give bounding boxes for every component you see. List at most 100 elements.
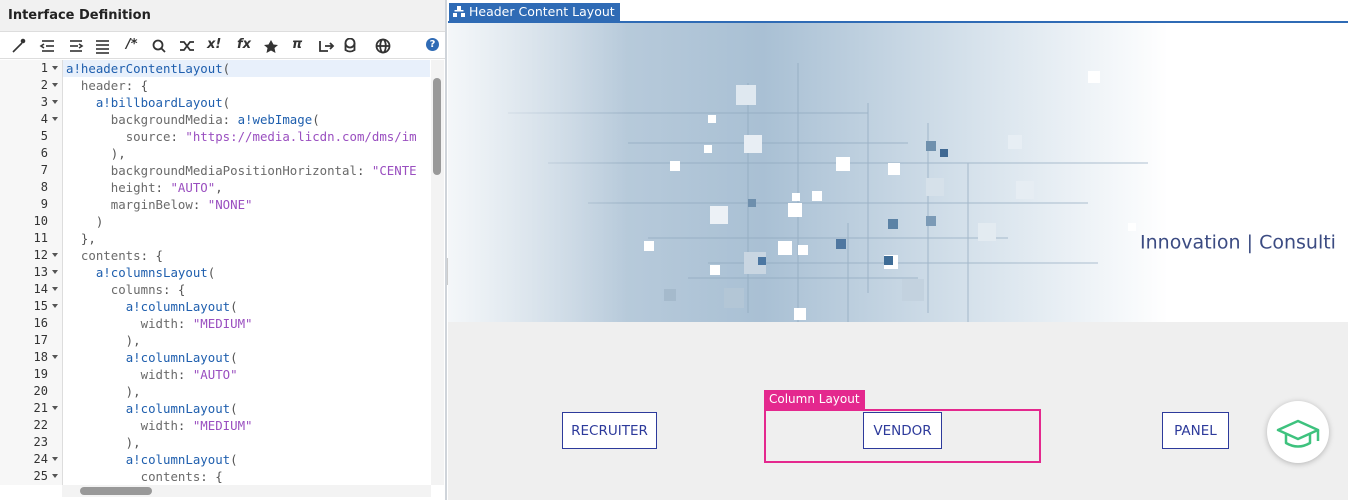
code-line: a!billboardLayout( [95,95,231,110]
code-line: contents: { [140,469,223,484]
gutter-row: 8 [0,179,62,196]
fold-toggle[interactable] [52,406,58,410]
gutter-row: 3 [0,94,62,111]
preview-tab[interactable]: Header Content Layout [449,3,620,21]
line-number: 23 [33,435,48,449]
code-line: width: "AUTO" [140,367,238,382]
code-line: a!columnsLayout( [95,265,216,280]
line-number: 24 [33,452,48,466]
gutter-row: 7 [0,162,62,179]
line-number: 19 [33,367,48,381]
code-line: ), [66,146,126,161]
line-number: 9 [40,197,48,211]
fold-toggle[interactable] [52,457,58,461]
gutter-row: 17 [0,332,62,349]
gutter-row: 2 [0,77,62,94]
code-line: ), [66,384,141,399]
line-number: 4 [40,112,48,126]
fold-toggle[interactable] [52,304,58,308]
line-number: 22 [33,418,48,432]
scroll-thumb[interactable] [433,78,441,175]
code-line: ) [66,214,104,229]
code-line: width: "MEDIUM" [140,316,253,331]
gutter-row: 20 [0,383,62,400]
code-line: width: "MEDIUM" [140,418,253,433]
gutter-row: 12 [0,247,62,264]
gutter-row: 22 [0,417,62,434]
gutter-row: 11 [0,230,62,247]
fold-toggle[interactable] [52,83,58,87]
code-line: a!columnLayout( [125,452,238,467]
toolbar-button[interactable]: x! [207,37,222,52]
fold-toggle[interactable] [52,270,58,274]
fold-toggle[interactable] [52,474,58,478]
line-number: 1 [40,61,48,75]
toolbar: /* x! fx π? [0,33,445,59]
gutter-row: 24 [0,451,62,468]
fold-toggle[interactable] [52,287,58,291]
scroll-thumb[interactable] [80,487,152,495]
column-layout-label: Column Layout [764,390,865,409]
code-line: contents: { [80,248,163,263]
tab-label: Header Content Layout [469,4,615,19]
tab-bar [448,0,1348,23]
button[interactable]: RECRUITER [562,412,657,449]
code-line: header: { [80,78,149,93]
code-line: backgroundMedia: a!webImage( [110,112,320,127]
v-scrollbar[interactable] [431,60,444,485]
line-number: 11 [33,231,48,245]
help-bot[interactable] [1267,401,1329,463]
toolbar-button[interactable]: /* [126,37,138,52]
gutter-row: 23 [0,434,62,451]
code-line: ), [66,435,141,450]
code-line: a!columnLayout( [125,401,238,416]
gutter-row: 21 [0,400,62,417]
line-number: 21 [33,401,48,415]
gutter-row: 10 [0,213,62,230]
gutter-row: 6 [0,145,62,162]
toolbar-icons[interactable] [10,38,120,54]
column-layout-outline[interactable] [764,409,1041,463]
line-number: 17 [33,333,48,347]
line-number: 14 [33,282,48,296]
banner: Innovation | Consulti [448,23,1348,322]
grad-cap-icon [1276,419,1320,448]
active-line [63,60,430,77]
gutter-row: 19 [0,366,62,383]
code-lines: 1 a!headerContentLayout( 2 header: { 3 a!bi… [0,60,430,485]
code-line: a!columnLayout( [125,350,238,365]
toolbar-button[interactable]: fx [237,37,252,52]
fold-toggle[interactable] [52,355,58,359]
code-line: ), [66,333,141,348]
editor-title: Interface Definition [0,0,445,32]
toolbar-button[interactable]: π [292,37,303,52]
code-line: a!columnLayout( [125,299,238,314]
h-scrollbar[interactable] [62,485,431,497]
code-line: source: "https://media.licdn.com/dms/im [125,129,417,144]
code-line: height: "AUTO", [110,180,223,195]
gutter-row: 16 [0,315,62,332]
fold-toggle[interactable] [52,100,58,104]
fold-toggle[interactable] [52,253,58,257]
code-line: a!headerContentLayout( [66,61,231,76]
line-number: 7 [40,163,48,177]
line-number: 12 [33,248,48,262]
code-line: }, [66,231,96,246]
button[interactable]: PANEL [1162,412,1229,449]
line-number: 10 [33,214,48,228]
gutter-row: 13 [0,264,62,281]
button[interactable]: VENDOR [863,412,942,449]
toolbar-button[interactable]: ? [426,38,439,51]
line-number: 2 [40,78,48,92]
gutter-row: 1 [0,60,62,77]
fold-toggle[interactable] [52,117,58,121]
gutter-row: 15 [0,298,62,315]
gutter-row: 25 [0,468,62,485]
toolbar-icons[interactable] [150,38,400,54]
code-line: backgroundMediaPositionHorizontal: "CENT… [110,163,417,178]
fold-toggle[interactable] [52,66,58,70]
line-number: 6 [40,146,48,160]
line-number: 20 [33,384,48,398]
line-number: 15 [33,299,48,313]
